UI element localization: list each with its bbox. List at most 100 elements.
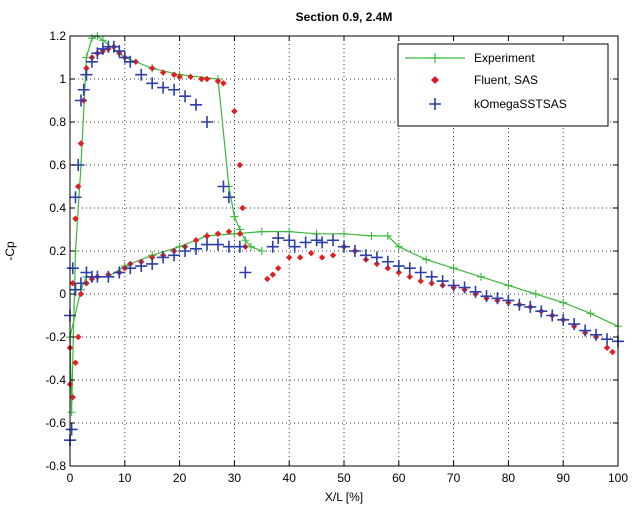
data-point bbox=[77, 290, 85, 298]
data-point bbox=[266, 240, 279, 253]
data-point bbox=[395, 269, 402, 276]
legend-item-experiment: Experiment bbox=[405, 51, 535, 65]
y-tick-label: 1 bbox=[59, 72, 66, 86]
x-tick-label: 80 bbox=[502, 471, 516, 485]
data-point bbox=[318, 254, 326, 261]
data-point bbox=[77, 83, 90, 96]
data-point bbox=[513, 298, 526, 311]
data-point bbox=[230, 212, 239, 221]
legend-label-komega: kOmegaSSTSAS bbox=[474, 97, 567, 111]
data-point bbox=[124, 262, 137, 275]
data-point bbox=[559, 298, 568, 307]
y-tick-label: 0.2 bbox=[49, 244, 66, 258]
data-point bbox=[233, 240, 246, 253]
data-point bbox=[504, 281, 513, 290]
data-point bbox=[190, 242, 203, 255]
data-point bbox=[149, 65, 156, 72]
data-point bbox=[146, 77, 159, 90]
data-point bbox=[211, 238, 224, 251]
y-tick-label: 0.6 bbox=[49, 158, 66, 172]
x-tick-label: 0 bbox=[67, 471, 74, 485]
data-point bbox=[201, 238, 213, 251]
data-point bbox=[428, 280, 435, 287]
data-point bbox=[491, 292, 504, 305]
data-point bbox=[214, 77, 222, 85]
data-point bbox=[75, 333, 82, 341]
data-point bbox=[220, 80, 227, 87]
data-point bbox=[299, 236, 312, 249]
data-point bbox=[310, 234, 323, 247]
data-point bbox=[296, 254, 304, 261]
x-tick-label: 60 bbox=[392, 471, 406, 485]
data-point bbox=[458, 281, 471, 294]
data-point bbox=[222, 191, 235, 204]
data-point bbox=[91, 270, 104, 283]
data-point bbox=[231, 108, 238, 115]
legend-plus-marker-icon bbox=[429, 98, 441, 110]
data-point bbox=[422, 255, 431, 264]
data-point bbox=[69, 191, 82, 204]
data-point bbox=[601, 333, 614, 346]
x-tick-label: 50 bbox=[337, 471, 351, 485]
data-point bbox=[436, 275, 449, 288]
data-point bbox=[586, 309, 595, 318]
data-point bbox=[384, 265, 392, 272]
data-point bbox=[146, 257, 159, 270]
data-point bbox=[557, 313, 570, 326]
data-point bbox=[447, 279, 460, 292]
data-point bbox=[135, 260, 148, 273]
legend-item-komega: kOmegaSSTSAS bbox=[429, 97, 567, 111]
data-point bbox=[370, 251, 383, 264]
data-point bbox=[367, 231, 376, 240]
data-point bbox=[87, 34, 96, 43]
data-point bbox=[373, 260, 381, 268]
data-point bbox=[257, 247, 266, 255]
data-point bbox=[170, 71, 178, 78]
data-point bbox=[477, 272, 485, 281]
data-point bbox=[217, 180, 230, 193]
data-point bbox=[157, 81, 170, 94]
data-point bbox=[214, 230, 222, 237]
data-point bbox=[124, 55, 137, 68]
data-point bbox=[283, 234, 296, 247]
data-point bbox=[269, 271, 276, 278]
data-point bbox=[241, 236, 250, 245]
data-point bbox=[359, 249, 372, 262]
data-point bbox=[449, 264, 458, 273]
data-point bbox=[75, 183, 82, 190]
data-point bbox=[168, 249, 181, 262]
data-point bbox=[203, 232, 211, 240]
data-point bbox=[502, 294, 515, 307]
data-point bbox=[568, 318, 581, 331]
x-tick-label: 100 bbox=[608, 471, 628, 485]
legend-diamond-marker-icon bbox=[431, 76, 439, 84]
data-point bbox=[159, 69, 167, 76]
data-point bbox=[394, 242, 403, 251]
x-tick-label: 40 bbox=[283, 471, 297, 485]
x-tick-label: 90 bbox=[557, 471, 571, 485]
data-point bbox=[80, 68, 93, 81]
data-point bbox=[198, 75, 205, 83]
data-point bbox=[176, 73, 183, 81]
data-point bbox=[102, 270, 115, 283]
legend-label-fluent: Fluent, SAS bbox=[474, 73, 538, 87]
data-point bbox=[392, 260, 405, 273]
data-point bbox=[406, 273, 413, 280]
data-point bbox=[603, 344, 611, 351]
data-point bbox=[535, 305, 548, 318]
data-point bbox=[469, 285, 482, 298]
y-axis-ticks: -0.8 -0.6 -0.4 -0.2 0 0.2 0.4 0.6 0.8 1 1.2 bbox=[45, 29, 618, 473]
data-point bbox=[579, 324, 592, 337]
data-point bbox=[85, 55, 98, 68]
data-point bbox=[414, 266, 427, 279]
y-tick-label: 0.4 bbox=[49, 201, 66, 215]
data-point bbox=[236, 161, 244, 169]
data-point bbox=[425, 270, 438, 283]
data-point bbox=[77, 140, 85, 147]
data-point bbox=[190, 98, 203, 111]
legend-plus-marker-icon bbox=[430, 53, 440, 63]
data-point bbox=[239, 266, 252, 279]
x-tick-label: 70 bbox=[447, 471, 461, 485]
legend-label-experiment: Experiment bbox=[474, 51, 535, 65]
